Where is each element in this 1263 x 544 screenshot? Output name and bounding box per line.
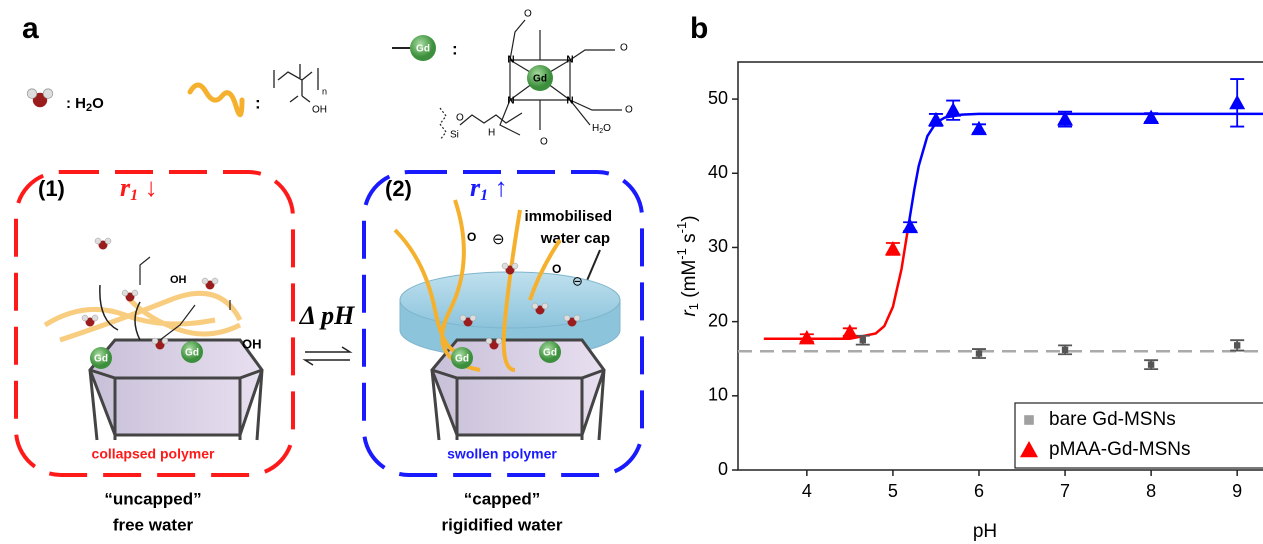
complex-n: N bbox=[566, 96, 573, 107]
state-caption: collapsed polymer bbox=[92, 446, 215, 462]
gd-label: Gd bbox=[455, 354, 469, 365]
y-tick-label: 50 bbox=[708, 88, 728, 108]
y-tick-label: 20 bbox=[708, 310, 728, 330]
charge: ⊖ bbox=[572, 273, 583, 288]
y-tick-label: 40 bbox=[708, 162, 728, 182]
gd-label: Gd bbox=[416, 44, 430, 55]
polymer-n: n bbox=[322, 86, 327, 96]
polymer-structure bbox=[274, 64, 318, 102]
polymer bbox=[45, 293, 240, 340]
complex-water: H2O bbox=[592, 123, 611, 135]
x-axis-label: pH bbox=[973, 521, 997, 542]
oh-label: OH bbox=[170, 274, 187, 286]
polymer-icon bbox=[190, 85, 242, 115]
state-description: free water bbox=[113, 515, 194, 534]
y-tick-label: 30 bbox=[708, 236, 728, 256]
water-icon bbox=[27, 89, 53, 107]
panel-label: b bbox=[690, 12, 708, 45]
state-caption: swollen polymer bbox=[447, 446, 557, 462]
x-tick-label: 6 bbox=[974, 481, 984, 501]
marker bbox=[1148, 361, 1154, 367]
relaxivity-label: r1 ↑ bbox=[470, 173, 508, 204]
state-description: rigidified water bbox=[442, 515, 563, 534]
gd-label: Gd bbox=[533, 74, 547, 85]
complex-o: O bbox=[620, 43, 628, 54]
marker bbox=[1062, 347, 1068, 353]
y-axis-label: r1 (mM-1 s-1) bbox=[674, 215, 701, 316]
complex-si: Si bbox=[450, 130, 459, 141]
polymer-key: : bbox=[255, 93, 261, 112]
delta-ph: Δ pH bbox=[299, 301, 355, 330]
marker bbox=[1234, 342, 1240, 348]
marker bbox=[976, 350, 982, 356]
marker bbox=[1229, 95, 1245, 109]
x-tick-label: 8 bbox=[1146, 481, 1156, 501]
complex-h: H bbox=[488, 128, 495, 139]
panel-a: a : H2O : n OH Gd : Gd N N N N O O O O O… bbox=[16, 9, 642, 535]
marker bbox=[1024, 415, 1034, 425]
legend-label: bare Gd-MSNs bbox=[1049, 409, 1176, 430]
x-tick-label: 4 bbox=[802, 481, 812, 501]
cap-label: water cap bbox=[540, 230, 610, 247]
gd-label: Gd bbox=[94, 354, 108, 365]
o-label: O bbox=[552, 262, 561, 276]
gd-label: Gd bbox=[543, 348, 557, 359]
x-tick-label: 5 bbox=[888, 481, 898, 501]
complex-n: N bbox=[507, 96, 514, 107]
charge: ⊖ bbox=[492, 231, 505, 248]
fit-line bbox=[908, 114, 1263, 226]
y-tick-label: 10 bbox=[708, 385, 728, 405]
marker bbox=[799, 330, 815, 344]
cap-label: immobilised bbox=[524, 208, 612, 225]
oh-label: OH bbox=[242, 336, 262, 351]
complex-o: O bbox=[540, 137, 548, 148]
complex-n: N bbox=[566, 55, 573, 66]
marker bbox=[945, 102, 961, 116]
water-key: : H2O bbox=[66, 95, 104, 114]
y-tick-label: 0 bbox=[718, 459, 728, 479]
marker bbox=[860, 337, 866, 343]
state-description: “uncapped” bbox=[104, 489, 201, 508]
legend-label: pMAA-Gd-MSNs bbox=[1049, 439, 1190, 460]
complex-o: O bbox=[625, 105, 633, 116]
marker bbox=[842, 324, 858, 338]
gd-key: : bbox=[452, 39, 458, 58]
complex-o: O bbox=[524, 9, 532, 20]
state-number: (2) bbox=[385, 176, 412, 201]
equilibrium-arrow bbox=[305, 347, 350, 365]
polymer-oh: OH bbox=[312, 105, 327, 116]
state-description: “capped” bbox=[464, 489, 541, 508]
complex-n: N bbox=[507, 55, 514, 66]
figure: a : H2O : n OH Gd : Gd N N N N O O O O O… bbox=[0, 0, 1263, 544]
complex-o: O bbox=[456, 113, 464, 124]
relaxivity-label: r1 ↓ bbox=[120, 173, 158, 204]
marker bbox=[1143, 110, 1159, 124]
panel-label: a bbox=[22, 12, 39, 45]
x-tick-label: 9 bbox=[1232, 481, 1242, 501]
x-tick-label: 7 bbox=[1060, 481, 1070, 501]
state-number: (1) bbox=[38, 176, 65, 201]
gd-label: Gd bbox=[185, 348, 199, 359]
o-label: O bbox=[467, 230, 476, 244]
marker bbox=[971, 121, 987, 135]
marker bbox=[902, 219, 918, 233]
